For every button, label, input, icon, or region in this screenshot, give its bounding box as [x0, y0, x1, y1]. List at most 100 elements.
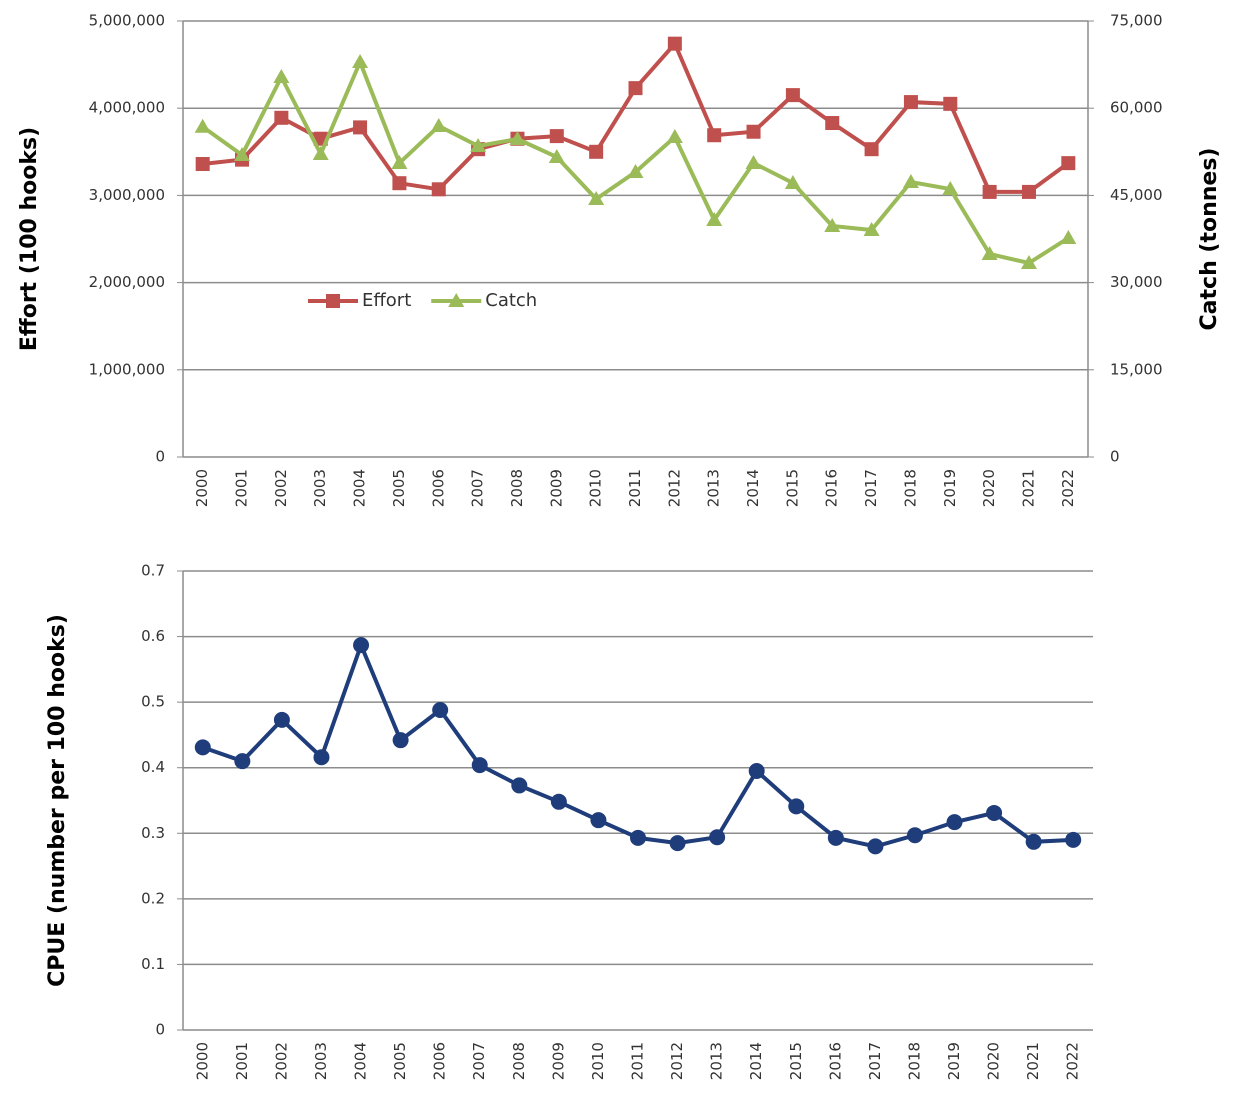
x-tick-label: 2002: [272, 1042, 290, 1080]
point: [1020, 255, 1037, 270]
y2-tick-label: 45,000: [1110, 186, 1163, 204]
y2-tick-label: 0: [1110, 448, 1120, 466]
point: [827, 829, 844, 846]
y-tick-label: 0.4: [141, 758, 165, 776]
point: [942, 181, 959, 196]
point: [707, 128, 722, 143]
x-tick-label: 2007: [469, 469, 487, 507]
x-tick-label: 2012: [665, 469, 683, 507]
point: [630, 829, 646, 846]
point: [1061, 156, 1076, 171]
point: [706, 211, 723, 226]
point: [903, 95, 918, 110]
y-tick-label: 1,000,000: [89, 360, 165, 378]
x-tick-label: 2020: [985, 1042, 1003, 1080]
point: [863, 221, 880, 236]
point: [432, 702, 449, 719]
point: [784, 175, 801, 190]
x-tick-label: 2022: [1064, 1042, 1082, 1080]
point: [392, 732, 409, 749]
point: [352, 53, 369, 68]
point: [1021, 184, 1036, 199]
x-tick-label: 2013: [705, 469, 723, 507]
point: [550, 793, 567, 810]
x-tick-label: 2014: [747, 1042, 765, 1080]
x-tick-label: 2014: [744, 469, 762, 507]
point: [1060, 230, 1077, 245]
y-tick-label: 0.7: [141, 562, 165, 580]
y-axis-title: Effort (100 hooks): [17, 127, 42, 351]
y-axis-title: CPUE (number per 100 hooks): [45, 614, 70, 987]
point: [430, 117, 447, 132]
y2-tick-label: 60,000: [1110, 99, 1163, 117]
point: [666, 128, 683, 143]
x-tick-label: 2008: [510, 1042, 528, 1080]
point: [628, 81, 643, 96]
x-tick-label: 2005: [390, 469, 408, 507]
x-tick-label: 2022: [1059, 469, 1077, 507]
y-tick-label: 3,000,000: [89, 186, 165, 204]
y-tick-label: 0: [155, 448, 165, 466]
y-tick-label: 5,000,000: [89, 12, 165, 30]
point: [864, 142, 879, 157]
point: [195, 157, 210, 172]
point: [511, 777, 528, 794]
legend-marker: [326, 294, 340, 308]
x-tick-label: 2000: [193, 469, 211, 507]
point: [982, 184, 997, 199]
x-tick-label: 2004: [351, 469, 369, 507]
point: [194, 118, 211, 133]
point: [194, 739, 211, 756]
x-tick-label: 2021: [1019, 469, 1037, 507]
x-tick-label: 2011: [629, 1042, 647, 1080]
x-tick-label: 2010: [589, 1042, 607, 1080]
point: [902, 174, 919, 189]
x-tick-label: 2012: [668, 1042, 686, 1080]
x-tick-label: 2002: [272, 469, 290, 507]
point: [1065, 831, 1082, 848]
point: [273, 711, 290, 728]
x-tick-label: 2007: [470, 1042, 488, 1080]
point: [234, 146, 251, 161]
point: [824, 217, 841, 232]
x-tick-label: 2018: [901, 469, 919, 507]
x-tick-label: 2016: [823, 469, 841, 507]
y-tick-label: 0: [155, 1021, 165, 1039]
y-tick-label: 0.2: [141, 889, 165, 907]
point: [785, 88, 800, 103]
point: [391, 155, 408, 170]
x-tick-label: 2015: [783, 469, 801, 507]
legend-label: Catch: [485, 290, 537, 311]
y-tick-label: 0.3: [141, 824, 165, 842]
point: [986, 804, 1003, 821]
x-tick-label: 2017: [866, 1042, 884, 1080]
x-tick-label: 2000: [193, 1042, 211, 1080]
point: [825, 116, 840, 131]
x-tick-label: 2009: [549, 1042, 567, 1080]
y2-tick-label: 15,000: [1110, 360, 1163, 378]
x-tick-label: 2008: [508, 469, 526, 507]
point: [312, 146, 329, 161]
point: [588, 191, 605, 206]
point: [549, 129, 564, 144]
point: [548, 149, 565, 164]
x-tick-label: 2003: [311, 469, 329, 507]
series-line: [202, 639, 1074, 849]
point: [709, 829, 726, 846]
x-tick-label: 2005: [391, 1042, 409, 1080]
x-tick-label: 2019: [945, 1042, 963, 1080]
point: [589, 144, 604, 159]
y2-tick-label: 75,000: [1110, 12, 1163, 30]
y-tick-label: 2,000,000: [89, 273, 165, 291]
x-tick-label: 2010: [587, 469, 605, 507]
x-tick-label: 2009: [547, 469, 565, 507]
point: [867, 838, 884, 855]
x-tick-label: 2021: [1024, 1042, 1042, 1080]
point: [667, 36, 682, 51]
point: [470, 137, 487, 152]
point: [943, 96, 958, 111]
x-tick-label: 2018: [905, 1042, 923, 1080]
x-tick-label: 2020: [980, 469, 998, 507]
point: [788, 798, 805, 815]
